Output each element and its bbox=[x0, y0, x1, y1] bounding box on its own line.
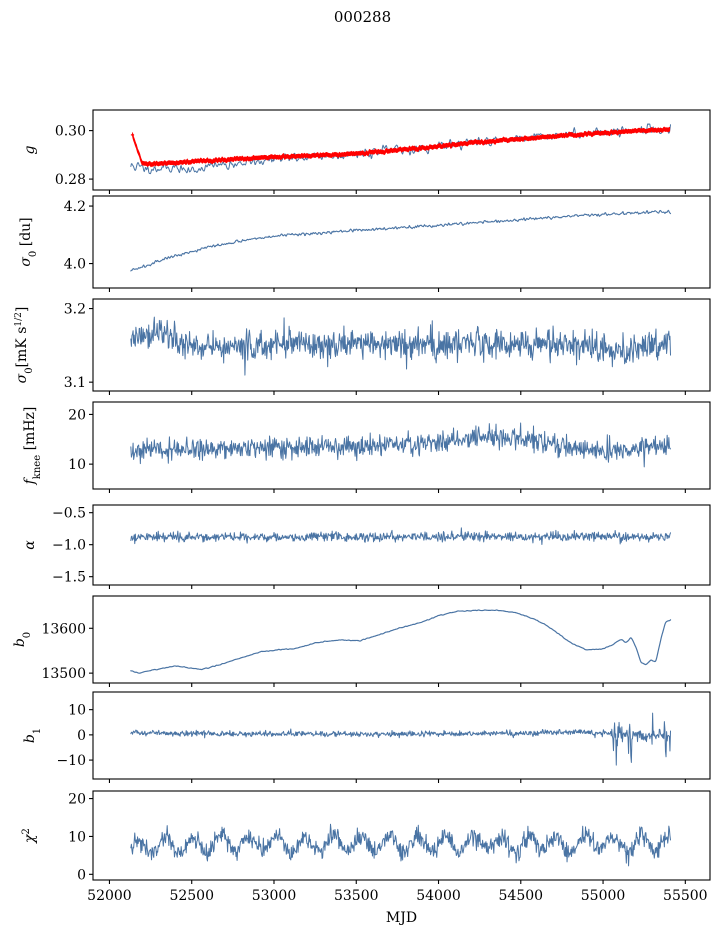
y-axis-label: α bbox=[22, 540, 38, 550]
data-series-line bbox=[130, 609, 672, 674]
panel-frame bbox=[92, 109, 711, 191]
y-axis-label: b1 bbox=[22, 728, 43, 743]
x-tick-label: 53000 bbox=[252, 888, 297, 904]
panel-frame bbox=[92, 195, 711, 289]
y-tick-label: 20 bbox=[68, 792, 86, 808]
y-axis-label: σ0[mK s1/2] bbox=[14, 307, 35, 384]
y-tick-label: 13500 bbox=[41, 666, 86, 682]
panel-data bbox=[130, 316, 672, 376]
panel-data bbox=[130, 123, 672, 175]
y-axis-label: σ0 [du] bbox=[18, 217, 39, 266]
panel-data bbox=[130, 712, 672, 766]
panel-b-1: −10 0 10 b1 bbox=[22, 691, 711, 783]
data-series-line bbox=[130, 712, 672, 766]
panel-g: 0.28 0.30 g bbox=[22, 109, 711, 194]
y-tick-label: 20 bbox=[68, 407, 86, 423]
y-tick-label: 0 bbox=[77, 728, 86, 744]
data-series-line bbox=[130, 316, 672, 376]
y-tick-label: 3.2 bbox=[64, 302, 86, 318]
y-tick-label: 0.30 bbox=[55, 124, 86, 140]
y-tick-label: 10 bbox=[68, 703, 86, 719]
data-series-line bbox=[130, 527, 672, 545]
panel-alpha: −0.5 −1.0 −1.5 α bbox=[22, 504, 711, 589]
data-series-line bbox=[130, 823, 672, 867]
panel-frame bbox=[92, 691, 711, 780]
panel-frame bbox=[92, 401, 711, 490]
y-tick-label: 4.2 bbox=[64, 199, 86, 215]
panel-sigma-0-mk-s-1-2-: 3.1 3.2 σ0[mK s1/2] bbox=[14, 298, 711, 395]
panel-data bbox=[130, 422, 672, 468]
y-tick-label: −1.0 bbox=[52, 538, 86, 554]
y-tick-label: 0 bbox=[77, 867, 86, 883]
x-tick-label: 52000 bbox=[87, 888, 132, 904]
x-tick-label: 54500 bbox=[499, 888, 544, 904]
y-tick-label: 0.28 bbox=[55, 172, 86, 188]
y-axis-label: χ2 bbox=[21, 828, 39, 844]
y-tick-label: 13600 bbox=[41, 621, 86, 637]
panel-b-0: 13500 13600 b0 bbox=[12, 595, 711, 687]
x-tick-label: 55000 bbox=[581, 888, 626, 904]
panel-data bbox=[130, 209, 672, 272]
model-band bbox=[132, 126, 671, 168]
panel-frame bbox=[92, 298, 711, 392]
y-tick-label: 3.1 bbox=[64, 375, 86, 391]
panel-data bbox=[130, 609, 672, 674]
y-tick-label: −10 bbox=[56, 753, 86, 769]
x-tick-label: 54000 bbox=[416, 888, 461, 904]
y-tick-label: 10 bbox=[68, 829, 86, 845]
y-axis-label: fknee [mHz] bbox=[22, 407, 43, 486]
x-tick-label: 53500 bbox=[334, 888, 379, 904]
y-tick-label: −1.5 bbox=[52, 570, 86, 586]
x-tick-label: 55500 bbox=[663, 888, 708, 904]
x-axis-label: MJD bbox=[386, 910, 417, 926]
data-series-line bbox=[130, 209, 672, 272]
y-tick-label: −0.5 bbox=[52, 506, 86, 522]
data-series-line bbox=[130, 422, 672, 468]
panel-f-knee-mhz-: 10 20 fknee [mHz] bbox=[22, 401, 711, 493]
figure-title: 000288 bbox=[334, 8, 391, 26]
y-axis-label: b0 bbox=[12, 632, 33, 647]
panel-chi-2: 0 10 20 52000 52500 53000 53500 54000 54500 55000… bbox=[21, 790, 711, 904]
x-tick-label: 52500 bbox=[169, 888, 214, 904]
panel-frame bbox=[92, 790, 711, 881]
y-tick-label: 10 bbox=[68, 457, 86, 473]
panel-frame bbox=[92, 595, 711, 684]
y-tick-label: 4.0 bbox=[64, 257, 86, 273]
y-axis-label: g bbox=[22, 145, 38, 154]
panel-data bbox=[130, 527, 672, 545]
panel-data bbox=[130, 823, 672, 867]
panel-sigma-0-du-: 4.0 4.2 σ0 [du] bbox=[18, 195, 711, 292]
